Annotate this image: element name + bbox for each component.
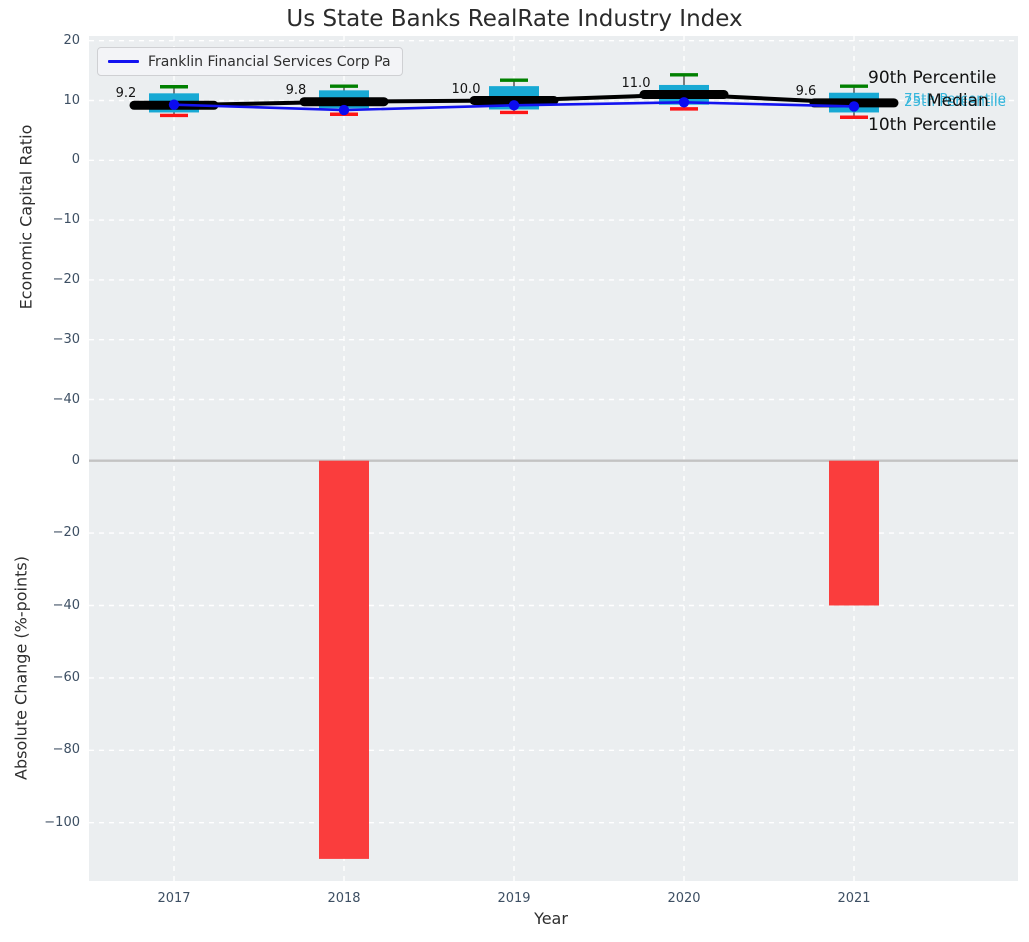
x-tick-2018: 2018 bbox=[327, 891, 361, 906]
bar-2021 bbox=[829, 460, 879, 606]
bottom-y-tick--40: −40 bbox=[52, 597, 80, 613]
company-dot-2020 bbox=[678, 97, 690, 108]
company-dot-2017 bbox=[168, 99, 180, 110]
bottom-y-tick--20: −20 bbox=[52, 525, 80, 541]
company-dot-2018 bbox=[338, 104, 350, 116]
bottom-y-tick--80: −80 bbox=[52, 742, 80, 758]
annotation-median: Median bbox=[927, 91, 989, 111]
x-tick-2021: 2021 bbox=[837, 891, 871, 906]
top-y-tick-10: 10 bbox=[63, 92, 80, 108]
chart-title: Us State Banks RealRate Industry Index bbox=[286, 6, 743, 32]
median-value-label-2019: 10.0 bbox=[451, 81, 481, 97]
median-value-label-2018: 9.8 bbox=[285, 82, 307, 98]
top-y-tick--10: −10 bbox=[52, 212, 80, 228]
legend-line-swatch bbox=[108, 60, 139, 63]
annotation-25th-percentile: 25th Percentile bbox=[904, 94, 1006, 110]
legend-series-label: Franklin Financial Services Corp Pa bbox=[148, 53, 391, 70]
annotation-10th-percentile: 10th Percentile bbox=[868, 115, 997, 135]
bar-2018 bbox=[319, 460, 369, 859]
top-y-tick--20: −20 bbox=[52, 271, 80, 287]
top-y-tick--30: −30 bbox=[52, 331, 80, 347]
chart-canvas bbox=[89, 36, 1018, 881]
legend: Franklin Financial Services Corp Pa bbox=[97, 47, 403, 76]
x-tick-2020: 2020 bbox=[667, 891, 701, 906]
x-axis-label: Year bbox=[534, 909, 568, 928]
bottom-y-tick--100: −100 bbox=[44, 814, 80, 830]
annotation-75th-percentile: 75th Percentile bbox=[904, 91, 1006, 107]
annotation-90th-percentile: 90th Percentile bbox=[868, 68, 997, 88]
company-dot-2019 bbox=[508, 100, 520, 111]
bottom-y-tick--60: −60 bbox=[52, 669, 80, 685]
x-tick-2019: 2019 bbox=[497, 891, 531, 906]
x-tick-2017: 2017 bbox=[157, 891, 191, 906]
top-y-tick--40: −40 bbox=[52, 391, 80, 407]
top-y-tick-20: 20 bbox=[63, 32, 80, 48]
bottom-y-tick-0: 0 bbox=[71, 452, 80, 468]
company-dot-2021 bbox=[848, 101, 860, 112]
top-y-tick-0: 0 bbox=[71, 152, 80, 168]
median-value-label-2021: 9.6 bbox=[795, 83, 817, 99]
plot-area: Franklin Financial Services Corp Pa 90th… bbox=[89, 36, 1018, 881]
median-value-label-2020: 11.0 bbox=[621, 75, 651, 91]
median-value-label-2017: 9.2 bbox=[115, 86, 137, 102]
